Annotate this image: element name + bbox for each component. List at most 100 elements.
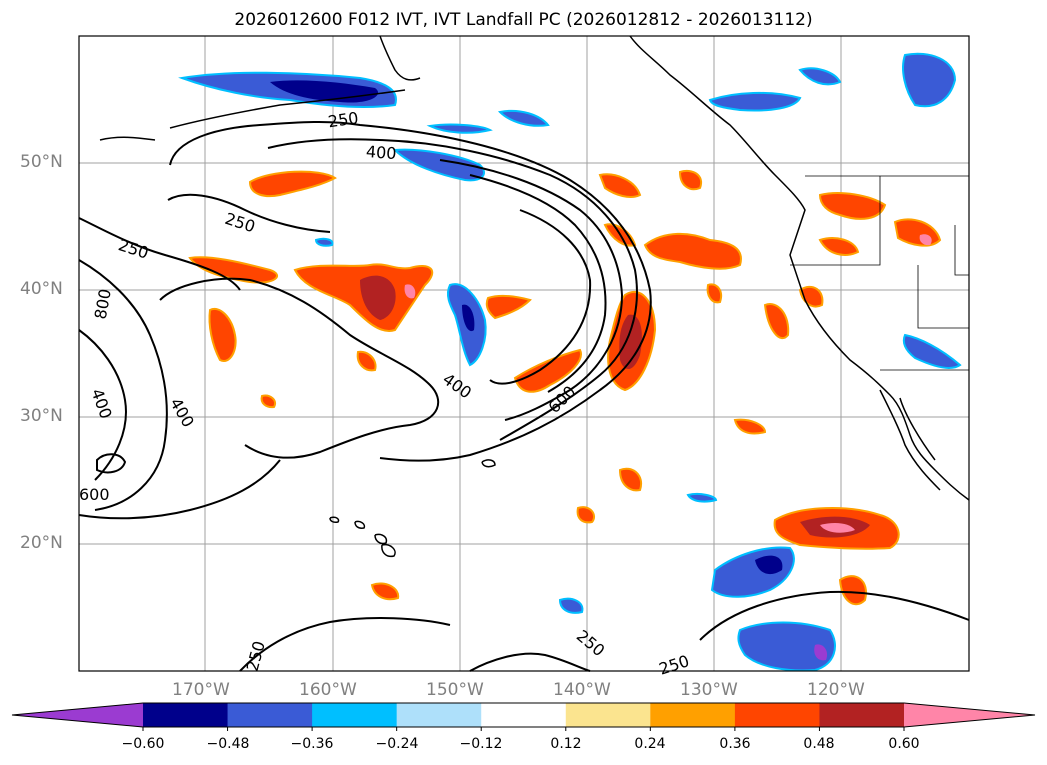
positive-patch	[733, 418, 767, 435]
colorbar-tick: −0.60	[121, 736, 165, 752]
lat-label-20n: 20°N	[20, 533, 63, 553]
negative-patch	[426, 123, 493, 134]
colorbar-tick: 0.12	[550, 736, 582, 752]
contour-south-left	[239, 617, 451, 672]
positive-patch-peak	[919, 234, 932, 246]
negative-patch	[902, 333, 962, 369]
contour-label: 400	[365, 142, 397, 163]
negative-patch	[798, 67, 842, 86]
negative-patch-strong	[755, 555, 783, 575]
map-frame	[78, 35, 970, 672]
contour-250-north	[169, 120, 652, 462]
contour-label: 600	[79, 485, 110, 504]
colorbar-tick: −0.36	[290, 736, 334, 752]
colorbar	[11, 702, 1036, 731]
positive-patch	[485, 294, 532, 320]
contour-west-lower	[78, 459, 281, 520]
colorbar-extend-min	[12, 703, 143, 727]
contour-inner-ring	[489, 209, 592, 385]
positive-patch	[818, 237, 860, 256]
positive-patch	[576, 506, 596, 524]
negative-patches	[178, 52, 962, 672]
contour-small-ring	[96, 453, 127, 474]
colorbar-segment	[734, 703, 820, 727]
lat-label-50n: 50°N	[20, 152, 63, 172]
negative-patch	[497, 109, 550, 127]
colorbar-tick: −0.24	[375, 736, 419, 752]
positive-patch	[260, 394, 276, 409]
lon-label-130w: 130°W	[680, 680, 738, 700]
lon-label-120w: 120°W	[807, 680, 865, 700]
colorbar-segment	[650, 703, 736, 727]
contour-250-south	[78, 329, 127, 481]
baja-coast	[879, 389, 941, 491]
lat-label-30n: 30°N	[20, 406, 63, 426]
positive-patch	[370, 582, 400, 601]
map-frame-bg	[79, 36, 969, 671]
negative-patch	[737, 621, 836, 672]
state-border	[917, 265, 969, 329]
positive-patch-strong	[360, 275, 396, 320]
alaska-coast	[99, 35, 421, 141]
colorbar-tick: 0.36	[719, 736, 751, 752]
colorbar-segment	[819, 703, 905, 727]
contour-600	[439, 159, 624, 421]
contour-800	[469, 174, 607, 393]
contour-southeast	[699, 590, 970, 641]
island-chain	[481, 459, 496, 468]
colorbar-segment	[312, 703, 398, 727]
lon-label-140w: 140°W	[553, 680, 611, 700]
state-borders	[790, 175, 969, 371]
negative-patch	[392, 148, 485, 182]
negative-patch	[314, 237, 334, 247]
colorbar-tick: −0.48	[206, 736, 250, 752]
colorbar-segment	[227, 703, 313, 727]
contour-400-west	[78, 259, 168, 511]
ivt-contours	[78, 120, 970, 672]
positive-patch-strong	[619, 314, 642, 370]
negative-patch	[708, 91, 802, 112]
negative-patch-strong	[462, 304, 475, 332]
colorbar-tick: −0.12	[459, 736, 503, 752]
coastlines	[99, 35, 970, 558]
negative-patch	[558, 597, 584, 614]
positive-patch	[356, 350, 377, 372]
positive-patches	[188, 169, 942, 606]
positive-patch-peak	[820, 522, 855, 533]
positive-patch	[706, 283, 722, 304]
lat-label-40n: 40°N	[20, 279, 63, 299]
map-title: 2026012600 F012 IVT, IVT Landfall PC (20…	[234, 10, 813, 30]
colorbar-segment	[481, 703, 567, 727]
hawaii-islands	[329, 516, 396, 558]
lon-label-150w: 150°W	[426, 680, 484, 700]
colorbar-extend-max	[904, 703, 1035, 727]
north-america-coast	[629, 35, 970, 501]
negative-patch	[686, 492, 718, 503]
lon-label-160w: 160°W	[299, 680, 357, 700]
positive-patch	[818, 192, 887, 220]
positive-patch	[208, 307, 237, 362]
contour-label: 250	[327, 108, 360, 131]
negative-patch-strong	[814, 644, 828, 661]
positive-patch-peak	[404, 284, 416, 299]
colorbar-segment	[143, 703, 229, 727]
state-border	[954, 225, 969, 276]
positive-patch	[838, 575, 867, 606]
lon-label-170w: 170°W	[172, 680, 230, 700]
positive-patch	[618, 467, 643, 492]
positive-patch	[678, 169, 703, 191]
contour-400-north	[267, 138, 638, 441]
positive-patch	[188, 256, 278, 284]
contour-south-bottom	[469, 652, 591, 672]
negative-patch	[902, 52, 957, 108]
colorbar-tick: 0.24	[634, 736, 666, 752]
positive-patch	[763, 303, 790, 340]
positive-patch	[598, 173, 642, 198]
colorbar-segment	[565, 703, 651, 727]
grid-lines	[79, 36, 969, 671]
positive-patch	[513, 348, 582, 393]
state-border	[790, 176, 881, 266]
positive-patch	[643, 232, 742, 270]
contour-250-mid	[167, 193, 331, 233]
